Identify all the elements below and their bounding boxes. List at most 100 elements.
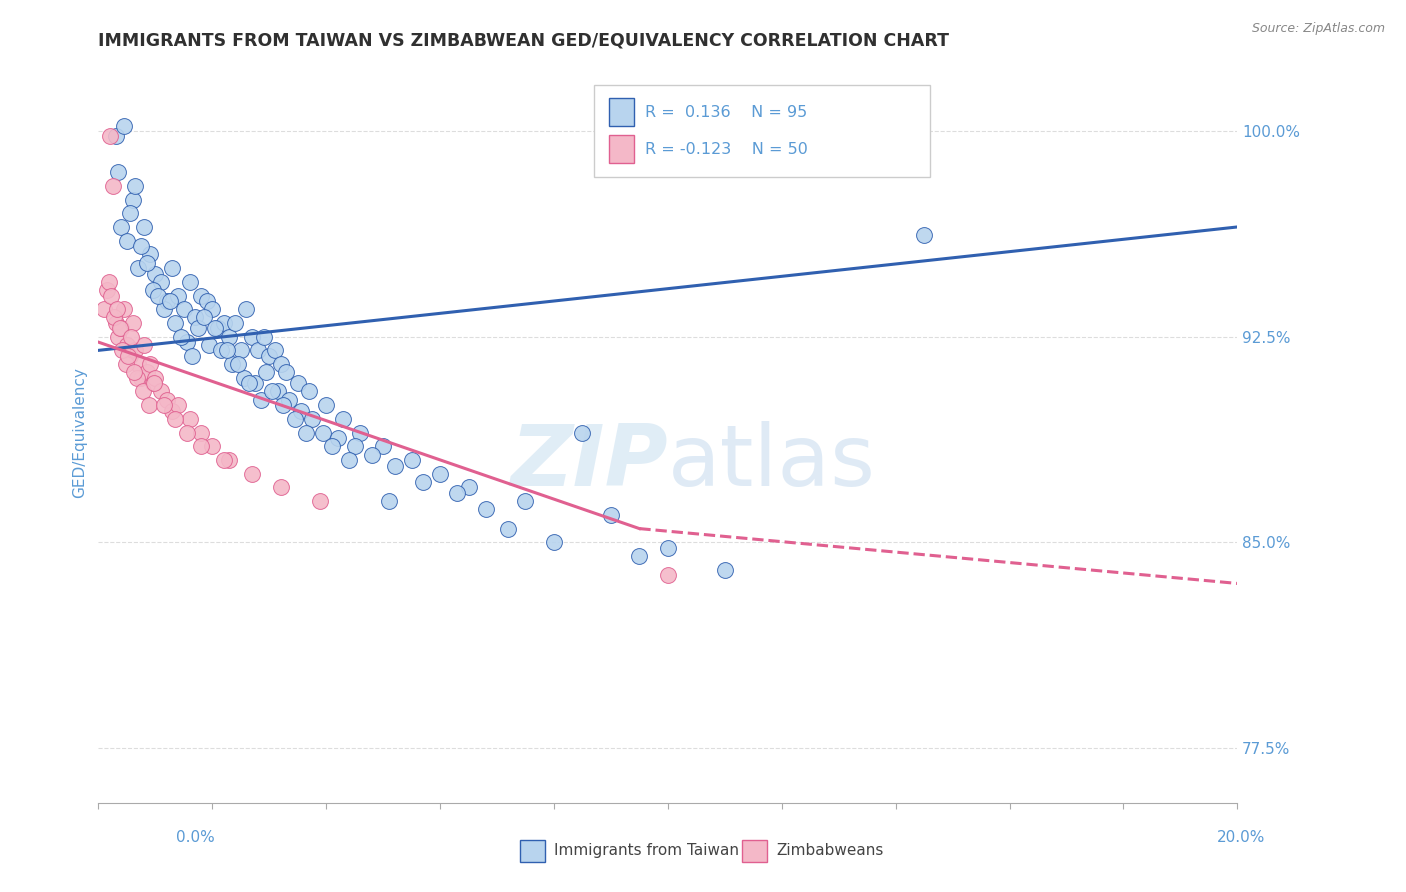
Point xyxy=(101,178,124,193)
Point xyxy=(103,310,125,325)
Point xyxy=(93,302,115,317)
Point xyxy=(153,398,176,412)
Point xyxy=(226,357,249,371)
Point xyxy=(114,357,136,371)
Point xyxy=(105,302,128,317)
Point xyxy=(132,338,155,352)
Point xyxy=(110,219,132,234)
Point xyxy=(124,178,146,193)
Point xyxy=(207,321,229,335)
Point xyxy=(429,467,451,481)
Point xyxy=(371,439,394,453)
Point xyxy=(249,392,271,407)
Bar xyxy=(609,98,634,126)
Point xyxy=(159,293,181,308)
Point xyxy=(224,316,246,330)
Point xyxy=(378,494,401,508)
Point xyxy=(115,234,138,248)
Point xyxy=(412,475,434,489)
Point xyxy=(278,392,301,407)
Point xyxy=(262,384,284,399)
Point xyxy=(122,365,145,379)
Point xyxy=(571,425,593,440)
Point xyxy=(321,439,343,453)
Point xyxy=(107,165,129,179)
Point xyxy=(384,458,406,473)
Text: 20.0%: 20.0% xyxy=(1218,830,1265,845)
Point xyxy=(118,206,141,220)
Point xyxy=(143,376,166,391)
Text: ZIP: ZIP xyxy=(510,421,668,504)
Point xyxy=(138,357,160,371)
Point xyxy=(124,343,146,358)
Point xyxy=(229,343,252,358)
Point xyxy=(657,541,679,555)
Point xyxy=(360,448,382,462)
Y-axis label: GED/Equivalency: GED/Equivalency xyxy=(72,368,87,498)
Point xyxy=(240,467,263,481)
Point xyxy=(115,338,138,352)
Point xyxy=(337,453,360,467)
Point xyxy=(121,316,143,330)
Point xyxy=(254,365,277,379)
Text: 0.0%: 0.0% xyxy=(176,830,215,845)
Bar xyxy=(742,840,766,862)
Point xyxy=(204,321,226,335)
Point xyxy=(135,255,157,269)
Point xyxy=(104,129,127,144)
Point xyxy=(162,261,184,276)
Point xyxy=(312,425,335,440)
Point xyxy=(309,494,332,508)
Text: R = -0.123    N = 50: R = -0.123 N = 50 xyxy=(645,142,808,157)
Point xyxy=(112,119,135,133)
Point xyxy=(298,384,321,399)
Point xyxy=(167,398,190,412)
Point xyxy=(118,349,141,363)
Point xyxy=(201,439,224,453)
Point xyxy=(97,275,120,289)
Bar xyxy=(609,135,634,163)
Point xyxy=(628,549,651,563)
Point xyxy=(446,486,468,500)
Point xyxy=(138,247,160,261)
Point xyxy=(276,365,298,379)
Point xyxy=(240,329,263,343)
Point xyxy=(165,412,187,426)
Point xyxy=(187,321,209,335)
Point xyxy=(212,453,235,467)
Point xyxy=(145,371,167,385)
Point xyxy=(117,349,139,363)
Point xyxy=(190,439,212,453)
Text: IMMIGRANTS FROM TAIWAN VS ZIMBABWEAN GED/EQUIVALENCY CORRELATION CHART: IMMIGRANTS FROM TAIWAN VS ZIMBABWEAN GED… xyxy=(98,32,949,50)
Point xyxy=(165,316,187,330)
Point xyxy=(112,302,135,317)
Point xyxy=(176,335,198,350)
Point xyxy=(252,329,274,343)
Point xyxy=(111,343,134,358)
Text: atlas: atlas xyxy=(668,421,876,504)
Point xyxy=(270,480,292,494)
Point xyxy=(290,403,312,417)
Text: Zimbabweans: Zimbabweans xyxy=(776,844,883,858)
Point xyxy=(150,275,173,289)
FancyBboxPatch shape xyxy=(593,85,929,178)
Bar xyxy=(520,840,546,862)
Point xyxy=(218,329,240,343)
Text: R =  0.136    N = 95: R = 0.136 N = 95 xyxy=(645,104,807,120)
Point xyxy=(141,283,163,297)
Point xyxy=(148,288,170,302)
Point xyxy=(326,431,349,445)
Point xyxy=(212,316,235,330)
Text: Immigrants from Taiwan: Immigrants from Taiwan xyxy=(554,844,740,858)
Point xyxy=(195,293,218,308)
Point xyxy=(259,349,281,363)
Point xyxy=(515,494,537,508)
Point xyxy=(167,288,190,302)
Point xyxy=(714,563,737,577)
Point xyxy=(156,293,179,308)
Point xyxy=(349,425,371,440)
Point xyxy=(215,343,238,358)
Point xyxy=(315,398,337,412)
Point xyxy=(127,357,149,371)
Point xyxy=(179,412,201,426)
